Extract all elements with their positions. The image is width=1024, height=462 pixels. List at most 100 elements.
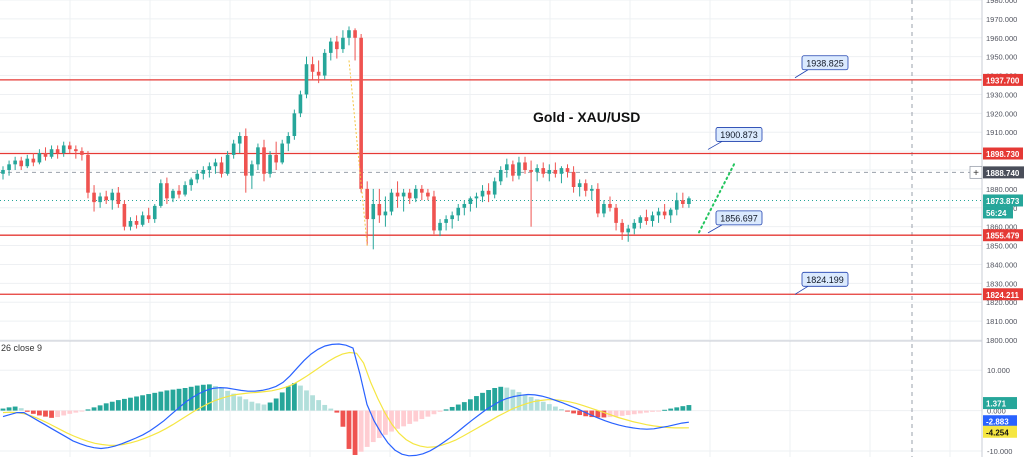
candle[interactable] (474, 192, 479, 208)
candle[interactable] (359, 34, 363, 193)
candle[interactable] (450, 211, 454, 229)
candle[interactable] (152, 204, 157, 223)
candle[interactable] (274, 141, 278, 170)
candle[interactable] (395, 181, 400, 208)
candle[interactable] (237, 132, 242, 153)
candle[interactable] (159, 179, 163, 208)
candle[interactable] (432, 190, 436, 235)
level-price-tag[interactable]: 1824.211 (983, 288, 1023, 301)
candle[interactable] (244, 128, 248, 193)
candle[interactable] (1, 166, 5, 180)
candle[interactable] (13, 156, 17, 170)
candle[interactable] (547, 164, 552, 182)
candle[interactable] (165, 177, 169, 204)
candle[interactable] (92, 185, 96, 212)
price-callout[interactable]: 1938.825 (794, 55, 849, 79)
candle[interactable] (462, 200, 467, 216)
candle[interactable] (335, 35, 339, 59)
candle[interactable] (589, 185, 594, 201)
candle[interactable] (407, 188, 412, 204)
level-price-tag[interactable]: 1855.479 (983, 229, 1023, 242)
candle[interactable] (25, 154, 30, 169)
candle[interactable] (565, 164, 570, 178)
candle[interactable] (122, 200, 127, 231)
candle[interactable] (55, 145, 60, 159)
candle[interactable] (110, 188, 115, 210)
candle[interactable] (304, 56, 309, 99)
candle-layer[interactable] (1, 26, 691, 250)
countdown-tag[interactable]: 56:24 (983, 206, 1013, 219)
candle[interactable] (553, 162, 558, 178)
candle[interactable] (468, 196, 473, 212)
level-price-tag[interactable]: 1937.700 (983, 73, 1023, 86)
macd-signal-tag[interactable]: -4.254 (983, 425, 1017, 438)
current-price-tag[interactable]: 1873.873 (983, 194, 1023, 207)
candle[interactable] (207, 162, 212, 178)
macd-histogram-tag[interactable]: 1.371 (983, 397, 1017, 410)
candle[interactable] (365, 181, 369, 246)
candle[interactable] (250, 160, 254, 189)
candle[interactable] (104, 190, 108, 204)
candle[interactable] (389, 188, 394, 216)
candle[interactable] (529, 160, 533, 227)
candle[interactable] (377, 188, 382, 223)
candle[interactable] (535, 164, 539, 182)
candle[interactable] (341, 30, 345, 53)
candle[interactable] (116, 187, 121, 208)
candle[interactable] (420, 185, 424, 201)
candle[interactable] (43, 147, 48, 161)
candle[interactable] (444, 215, 448, 231)
candle[interactable] (438, 219, 442, 237)
candle[interactable] (413, 185, 418, 203)
candle[interactable] (650, 211, 655, 227)
candle[interactable] (571, 166, 576, 193)
candle[interactable] (61, 141, 66, 157)
candle[interactable] (286, 132, 291, 152)
candle[interactable] (37, 149, 42, 165)
candle[interactable] (541, 162, 546, 178)
candle[interactable] (347, 26, 351, 46)
candle[interactable] (620, 219, 624, 240)
candle[interactable] (134, 215, 139, 229)
candle[interactable] (31, 153, 36, 167)
candle[interactable] (674, 192, 679, 216)
candle[interactable] (498, 166, 503, 186)
candle[interactable] (583, 179, 588, 197)
crosshair-plus-button[interactable] (969, 165, 983, 179)
candle[interactable] (298, 90, 303, 118)
candle[interactable] (383, 196, 388, 227)
candle[interactable] (146, 207, 151, 223)
candle[interactable] (480, 185, 485, 203)
candle[interactable] (681, 192, 685, 208)
candle[interactable] (201, 166, 206, 180)
candle[interactable] (401, 188, 406, 212)
candle[interactable] (687, 196, 691, 208)
candle[interactable] (328, 37, 333, 61)
candle[interactable] (219, 156, 224, 178)
candle[interactable] (505, 158, 509, 178)
candle[interactable] (644, 209, 649, 225)
candle[interactable] (67, 141, 72, 153)
candle[interactable] (596, 183, 600, 218)
candle[interactable] (128, 217, 133, 231)
candle[interactable] (626, 224, 631, 242)
candle[interactable] (262, 139, 266, 182)
price-axis[interactable]: 1980.0001970.0001960.0001950.0001940.000… (969, 0, 1024, 457)
candle[interactable] (316, 60, 321, 84)
candle[interactable] (577, 179, 582, 197)
candle[interactable] (668, 207, 673, 223)
candle[interactable] (608, 196, 612, 212)
macd-line-tag[interactable]: -2.883 (983, 415, 1017, 428)
level-price-tag[interactable]: 1898.730 (983, 147, 1023, 160)
candle[interactable] (189, 177, 193, 191)
candle[interactable] (98, 192, 102, 208)
candle[interactable] (322, 49, 327, 80)
candle[interactable] (662, 204, 667, 220)
candle[interactable] (632, 219, 637, 235)
candle[interactable] (195, 170, 200, 184)
candle[interactable] (171, 188, 175, 203)
candle[interactable] (49, 145, 54, 159)
candle[interactable] (310, 56, 315, 80)
candle[interactable] (656, 207, 661, 223)
candle[interactable] (268, 151, 272, 178)
